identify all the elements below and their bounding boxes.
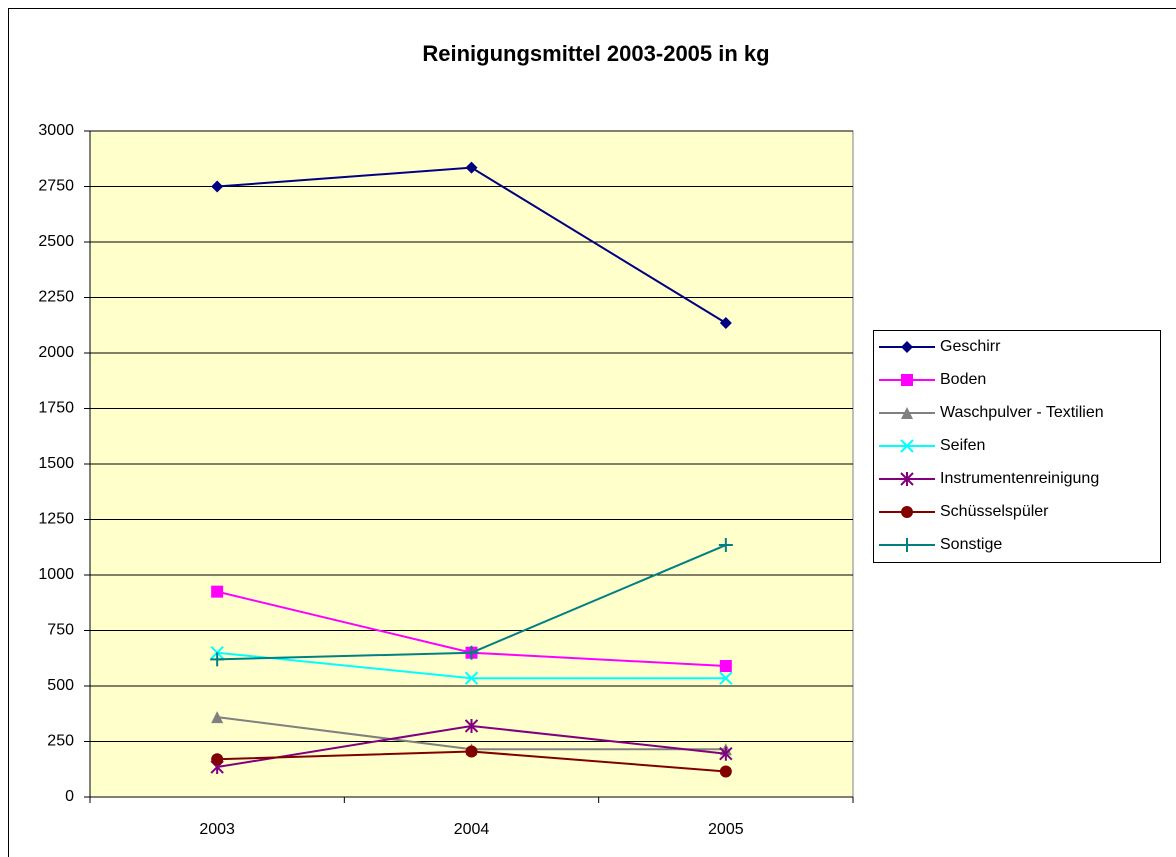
y-tick-label: 1250 [38, 511, 74, 528]
marker [210, 652, 225, 667]
marker [901, 374, 913, 386]
marker [464, 718, 479, 733]
y-tick-label: 1000 [38, 566, 74, 583]
marker [211, 711, 224, 724]
y-tick-label: 3000 [38, 122, 74, 139]
marker [211, 180, 224, 193]
marker [901, 407, 913, 419]
legend-label: Seifen [940, 437, 985, 454]
marker [464, 671, 479, 685]
marker [719, 660, 732, 673]
legend-label: Instrumentenreinigung [940, 470, 1099, 487]
legend-label: Waschpulver - Textilien [940, 404, 1104, 421]
x-tick-label: 2004 [454, 821, 490, 838]
x-tick-label: 2003 [199, 821, 235, 838]
y-tick-label: 750 [47, 622, 74, 639]
marker [718, 538, 733, 553]
x-tick-label: 2005 [708, 821, 744, 838]
marker [465, 161, 478, 174]
marker [211, 753, 224, 766]
marker [211, 585, 224, 598]
marker [901, 506, 913, 518]
marker [901, 341, 913, 353]
legend-label: Sonstige [940, 536, 1002, 553]
marker [719, 317, 732, 330]
legend-label: Geschirr [940, 338, 1001, 355]
chart-title: Reinigungsmittel 2003-2005 in kg [422, 41, 769, 66]
y-tick-label: 2500 [38, 233, 74, 250]
legend-label: Schüsselspüler [940, 503, 1049, 520]
y-tick-label: 500 [47, 677, 74, 694]
y-tick-label: 0 [65, 788, 74, 805]
legend-label: Boden [940, 371, 986, 388]
marker [900, 538, 914, 552]
marker [900, 472, 914, 486]
y-tick-label: 1750 [38, 400, 74, 417]
marker [464, 645, 479, 660]
y-tick-label: 1500 [38, 455, 74, 472]
marker [719, 671, 733, 685]
y-tick-label: 2750 [38, 178, 74, 195]
y-tick-label: 250 [47, 733, 74, 750]
marker [465, 745, 478, 758]
marker [719, 765, 732, 778]
marker [719, 746, 733, 761]
marker [900, 439, 914, 453]
y-tick-label: 2250 [38, 289, 74, 306]
y-tick-label: 2000 [38, 344, 74, 361]
